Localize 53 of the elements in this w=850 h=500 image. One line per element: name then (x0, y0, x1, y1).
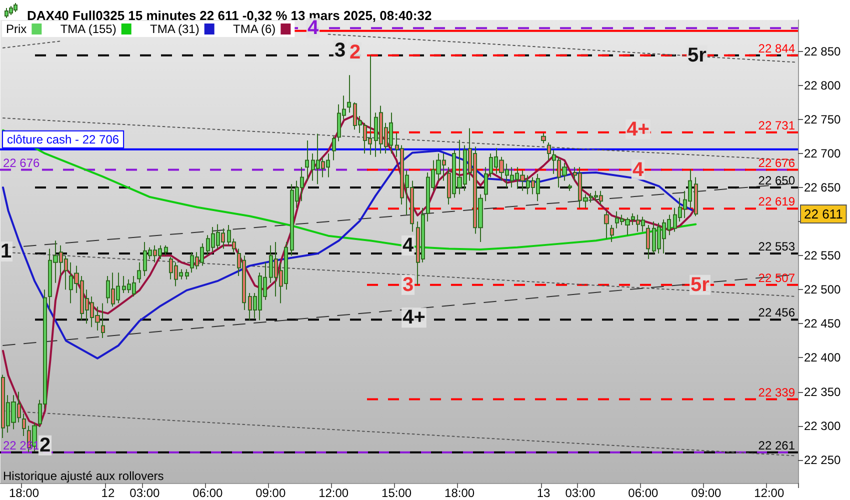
y-tick-label: 22 500 (804, 282, 842, 297)
legend-label: Prix (6, 22, 27, 36)
ref-line-label: 22 844 (758, 41, 796, 56)
ref-line-label: 22 676 (3, 156, 40, 170)
x-tick-label: 12:00 (318, 486, 349, 500)
annotation: 2 (39, 434, 51, 456)
x-tick-label: 03:00 (565, 486, 596, 500)
y-tick-label: 22 450 (804, 316, 842, 331)
ref-line-label: 22 619 (758, 194, 796, 209)
ref-line-label: 22 456 (758, 306, 796, 320)
y-tick-label: 22 850 (804, 44, 842, 58)
annotation: 4+ (626, 118, 650, 140)
y-tick-label: 22 700 (804, 146, 842, 160)
legend-label: TMA (155) (60, 22, 116, 36)
y-tick-label: 22 650 (804, 180, 842, 194)
y-tick-label: 22 300 (804, 418, 842, 433)
ref-line-label: 22 261 (758, 438, 796, 452)
y-tick-label: 22 250 (804, 452, 842, 467)
x-tick-label: 03:00 (130, 486, 160, 500)
ref-line-label: 22 650 (758, 173, 796, 188)
ref-line-label: clôture cash - 22 706 (7, 132, 120, 146)
x-tick-label: 09:00 (256, 486, 286, 500)
y-tick-label: 22 550 (804, 248, 842, 263)
annotation: 2 (349, 41, 361, 64)
x-tick-label: 12 (101, 486, 115, 500)
x-tick-label: 09:00 (691, 486, 722, 500)
annotation: 3 (334, 39, 346, 62)
y-tick-label: 22 800 (804, 78, 842, 92)
x-tick-label: 12:00 (754, 486, 784, 500)
y-tick-label: 22 750 (804, 112, 842, 126)
annotation: Historique ajusté aux rollovers (3, 469, 164, 483)
ref-line-label: 22 553 (758, 240, 796, 254)
x-tick-label: 18:00 (444, 486, 475, 500)
annotation: 3 (402, 274, 414, 296)
ref-line-label: 22 339 (758, 385, 796, 400)
text: 22 611 (804, 206, 843, 222)
annotation: 5r (690, 274, 710, 296)
legend-label: TMA (31) (150, 22, 200, 36)
x-tick-label: 06:00 (628, 486, 659, 500)
annotation: 5r (688, 44, 707, 66)
annotation: 4 (402, 234, 414, 257)
x-tick-label: 06:00 (192, 486, 223, 500)
ref-line-label: 22 676 (758, 156, 796, 170)
annotation: 4 (307, 17, 320, 40)
y-tick-label: 22 400 (804, 350, 842, 365)
annotation: 4+ (402, 306, 426, 329)
legend-label: TMA (6) (233, 22, 276, 36)
y-tick-label: 22 350 (804, 384, 842, 399)
x-tick-label: 13 (536, 486, 550, 500)
x-tick-label: 18:00 (8, 486, 40, 500)
annotation: 4 (632, 158, 644, 181)
x-tick-label: 15:00 (382, 486, 412, 500)
ref-line-label: 22 731 (758, 118, 796, 132)
